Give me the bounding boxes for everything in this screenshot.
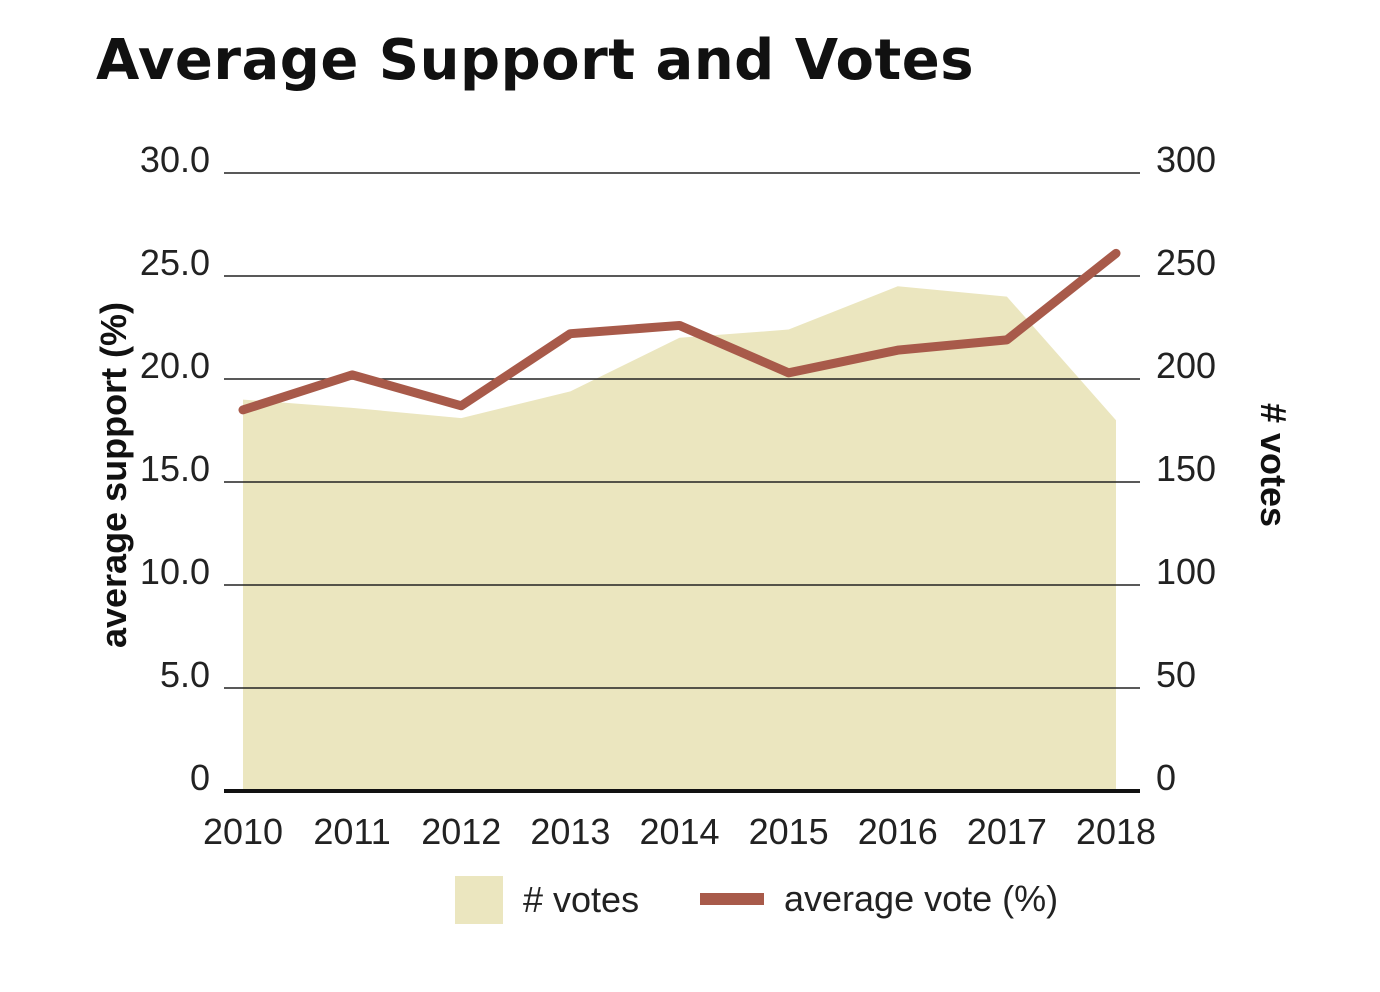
left-tick-label: 10.0 (140, 551, 210, 592)
legend-item-average-vote: average vote (%) (700, 878, 1058, 920)
right-tick-label: 100 (1156, 551, 1216, 592)
line-layer (238, 248, 1121, 415)
x-tick-label: 2012 (421, 811, 501, 852)
x-tick-label: 2014 (639, 811, 719, 852)
x-tick-label: 2017 (967, 811, 1047, 852)
legend: # votes average vote (%) (0, 872, 1380, 932)
left-tick-label: 30.0 (140, 139, 210, 180)
x-tick-label: 2016 (858, 811, 938, 852)
legend-swatch-average-vote (700, 893, 764, 905)
legend-label-votes: # votes (523, 879, 640, 920)
right-tick-label: 150 (1156, 448, 1216, 489)
right-tick-label: 200 (1156, 345, 1216, 386)
left-tick-label: 5.0 (160, 654, 210, 695)
legend-item-votes: # votes (455, 876, 639, 924)
left-tick-label: 20.0 (140, 345, 210, 386)
left-axis-ticks: 30.0 25.0 20.0 15.0 10.0 5.0 0 (140, 139, 210, 798)
x-tick-label: 2010 (203, 811, 283, 852)
chart-svg: 30.0 25.0 20.0 15.0 10.0 5.0 0 300 250 200 150 100… (93, 139, 1294, 852)
right-tick-label: 300 (1156, 139, 1216, 180)
right-tick-label: 250 (1156, 242, 1216, 283)
x-tick-label: 2015 (749, 811, 829, 852)
x-axis-ticks: 2010 2011 2012 2013 2014 2015 2016 2017 2018 (203, 811, 1156, 852)
chart-title: Average Support and Votes (96, 28, 975, 93)
left-axis-title: average support (%) (93, 302, 134, 648)
x-tick-label: 2013 (530, 811, 610, 852)
right-axis-title: # votes (1253, 403, 1294, 527)
legend-swatch-votes (455, 876, 503, 924)
votes-area (243, 286, 1116, 791)
x-tick-label: 2011 (313, 811, 390, 852)
left-tick-label: 0 (190, 757, 210, 798)
area-layer (243, 286, 1116, 791)
right-axis-ticks: 300 250 200 150 100 50 0 (1156, 139, 1216, 798)
left-tick-label: 15.0 (140, 448, 210, 489)
right-tick-label: 0 (1156, 757, 1176, 798)
x-tick-label: 2018 (1076, 811, 1156, 852)
legend-label-average-vote: average vote (%) (784, 878, 1059, 919)
right-tick-label: 50 (1156, 654, 1196, 695)
left-tick-label: 25.0 (140, 242, 210, 283)
